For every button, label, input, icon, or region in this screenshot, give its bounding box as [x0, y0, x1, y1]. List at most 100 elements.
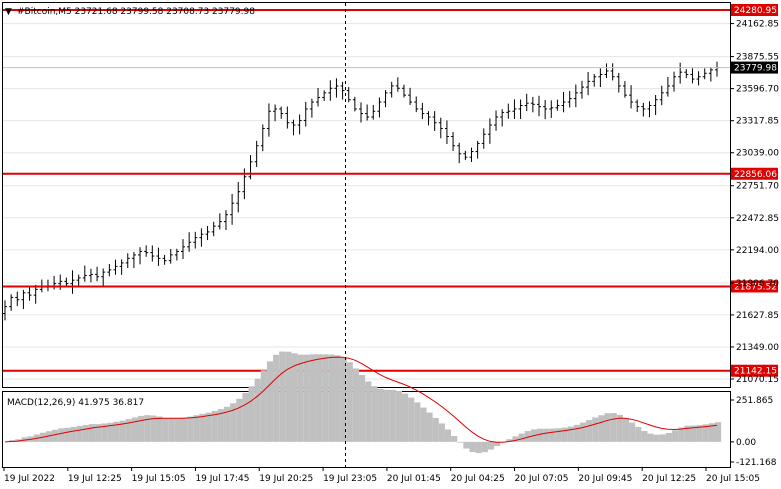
macd-histogram-bar	[291, 353, 298, 442]
macd-histogram-bar	[690, 425, 697, 442]
ohlc-bar	[285, 106, 290, 129]
ohlc-bar	[475, 140, 480, 159]
price-tick-label: 21349.00	[736, 343, 779, 353]
ohlc-bar	[690, 68, 695, 84]
macd-histogram-bar	[678, 427, 685, 442]
ohlc-bar	[592, 74, 597, 87]
macd-histogram-bar	[420, 407, 427, 442]
ohlc-bar	[463, 150, 468, 161]
ohlc-bar	[647, 101, 652, 118]
ohlc-bar	[119, 259, 124, 275]
ohlc-bar	[672, 71, 677, 92]
macd-histogram-bar	[254, 378, 261, 442]
ohlc-bar	[82, 265, 87, 282]
macd-histogram-bar	[365, 381, 372, 442]
ohlc-bar	[9, 294, 14, 311]
macd-histogram-bar	[107, 422, 114, 442]
ohlc-bar	[230, 193, 235, 225]
ohlc-bar	[494, 110, 499, 131]
ohlc-bar	[144, 245, 149, 257]
ohlc-bar	[328, 80, 333, 101]
ohlc-bar	[622, 81, 627, 98]
ohlc-bar	[205, 225, 210, 241]
price-tick-label: 21627.85	[736, 311, 779, 321]
ohlc-bar	[598, 68, 603, 88]
ohlc-bar	[162, 254, 167, 265]
ohlc-bars	[3, 61, 719, 321]
price-tick-label: 24162.85	[736, 20, 779, 30]
collapse-arrow-icon[interactable]: ▼	[5, 7, 12, 17]
ohlc-bar	[708, 67, 713, 82]
ohlc-bar	[530, 96, 535, 113]
ohlc-bar	[15, 291, 20, 307]
ohlc-bar	[604, 63, 609, 79]
macd-histogram-bar	[266, 361, 274, 442]
macd-histogram-bar	[193, 415, 200, 442]
macd-histogram-bar	[549, 428, 556, 442]
ohlc-bar	[150, 245, 155, 262]
macd-histogram-bar	[647, 433, 654, 442]
price-tick-label: 23317.85	[736, 117, 779, 127]
time-tick-label: 19 Jul 20:25	[259, 474, 313, 484]
time-tick-label: 19 Jul 12:25	[68, 474, 122, 484]
time-tick-label: 19 Jul 17:45	[195, 474, 249, 484]
macd-histogram-bar	[543, 428, 550, 442]
ohlc-bar	[408, 87, 413, 106]
ohlc-bar	[21, 289, 26, 310]
ohlc-bar	[260, 124, 265, 152]
macd-histogram-bar	[138, 415, 145, 442]
ohlc-bar	[377, 97, 382, 118]
ohlc-bar	[248, 155, 253, 180]
ohlc-bar	[340, 81, 345, 100]
macd-histogram-bar	[230, 403, 237, 442]
ohlc-bar	[500, 109, 505, 127]
ohlc-bar	[223, 210, 228, 231]
macd-histogram-bar	[359, 374, 366, 442]
ohlc-bar	[334, 78, 339, 98]
ohlc-bar	[187, 232, 192, 252]
ohlc-bar	[438, 117, 443, 139]
macd-histogram-bar	[389, 389, 396, 442]
price-tick-label: 21906.70	[736, 279, 779, 289]
ohlc-bar	[211, 221, 216, 237]
macd-histogram-bar	[95, 424, 102, 442]
ohlc-bar	[684, 69, 689, 79]
macd-histogram-bar	[537, 428, 544, 442]
price-tick-label: 23596.70	[736, 85, 779, 95]
time-tick-label: 20 Jul 15:05	[706, 474, 760, 484]
macd-histogram-bar	[273, 354, 280, 442]
macd-histogram-bar	[463, 441, 470, 449]
ohlc-bar	[58, 274, 63, 290]
ohlc-bar	[156, 247, 161, 266]
ohlc-bar	[555, 99, 560, 111]
ohlc-bar	[33, 284, 38, 304]
time-axis: 19 Jul 2022 19 Jul 12:25 19 Jul 15:05 19 Ju…	[3, 467, 760, 484]
macd-histogram-bar	[622, 418, 630, 442]
macd-histogram-bar	[561, 427, 568, 442]
level-price-label: 24280.95	[734, 6, 777, 16]
ohlc-bar	[561, 91, 566, 113]
time-tick-label: 20 Jul 07:05	[515, 474, 569, 484]
macd-histogram-bar	[309, 354, 317, 442]
macd-histogram-bar	[444, 429, 452, 442]
macd-histogram-bar	[223, 406, 231, 442]
ohlc-bar	[174, 248, 179, 261]
macd-histogram-bar	[438, 423, 445, 442]
ohlc-bar	[487, 118, 492, 144]
ohlc-bar	[512, 99, 517, 119]
macd-tick-label: 0.00	[736, 438, 756, 448]
macd-histogram-bar	[334, 355, 341, 442]
ohlc-bar	[131, 251, 136, 269]
macd-histogram-bar	[316, 354, 323, 442]
ohlc-bar	[567, 91, 572, 108]
macd-histogram-bar	[168, 418, 175, 442]
macd-histogram-bar	[52, 429, 59, 442]
ohlc-bar	[371, 104, 376, 120]
ohlc-bar	[665, 76, 670, 97]
macd-histogram-bar	[629, 422, 636, 442]
macd-histogram-bar	[377, 388, 384, 442]
ohlc-bar	[316, 87, 321, 107]
macd-histogram-bar	[616, 414, 623, 442]
support-resistance-lines[interactable]: 24280.95 22856.06 21875.52 21142.15 23779.98	[3, 4, 778, 377]
